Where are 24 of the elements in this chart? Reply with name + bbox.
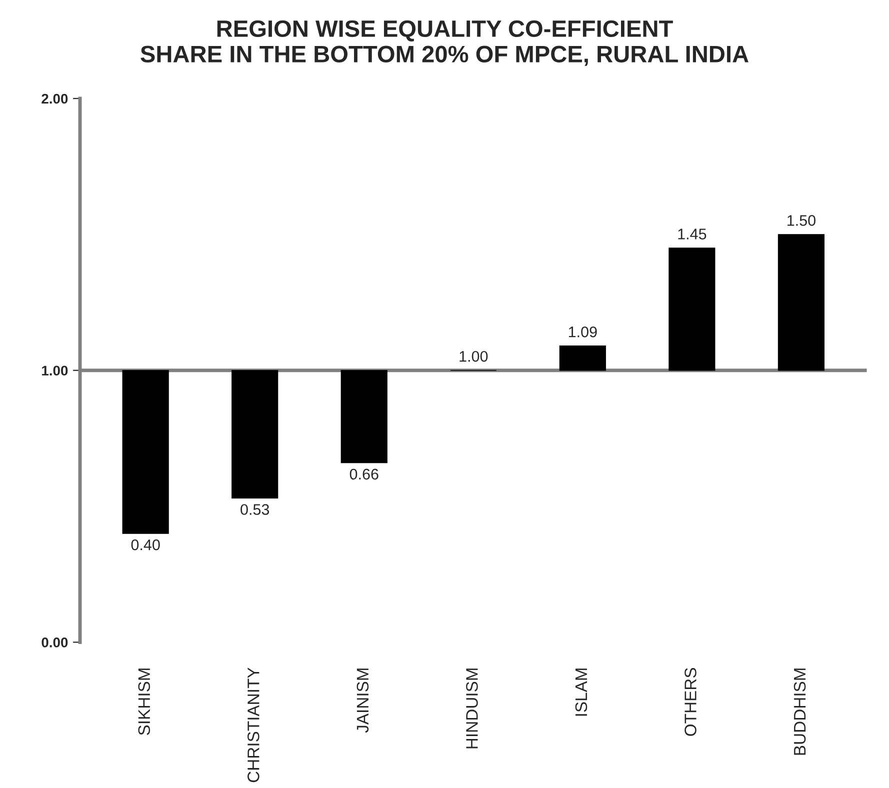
x-tick-label: SIKHISM <box>138 668 150 735</box>
x-tick-label: JAINISM <box>356 668 369 733</box>
chart-title: REGION WISE EQUALITY CO-EFFICIENT SHARE IN THE BOTTOM 20% OF MPCE, RURAL INDIA <box>140 20 748 66</box>
data-label: 0.53 <box>240 504 270 515</box>
x-tick-label: HINDUISM <box>466 668 478 748</box>
y-tick-label: 2.00 <box>42 94 68 104</box>
data-label: 1.45 <box>678 228 706 240</box>
data-label: 0.40 <box>131 539 160 550</box>
bar <box>340 370 388 464</box>
x-tick-label: ISLAM <box>575 668 588 716</box>
data-label: 1.50 <box>788 215 816 226</box>
data-label: 1.00 <box>460 350 488 362</box>
y-tick-label: 0.00 <box>42 638 68 648</box>
data-label: 0.66 <box>350 468 378 480</box>
data-label: 1.09 <box>568 326 597 338</box>
x-tick-label: OTHERS <box>684 668 696 736</box>
bar <box>232 370 278 498</box>
x-tick-label: CHRISTIANITY <box>248 668 260 782</box>
bar <box>778 234 825 371</box>
x-tick-label: BUDDHISM <box>794 668 806 755</box>
bar <box>559 346 606 371</box>
y-tick-label: 1.00 <box>42 366 68 376</box>
bar <box>668 248 716 371</box>
bar <box>122 370 169 534</box>
